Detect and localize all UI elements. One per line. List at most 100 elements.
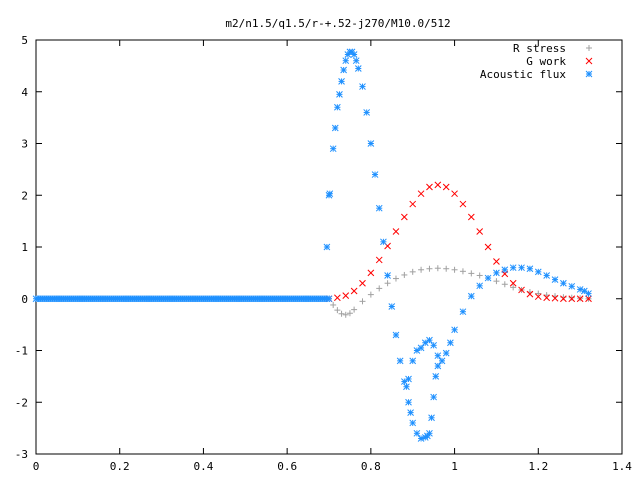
- acoustic-flux-point-59: [409, 419, 417, 427]
- g-work-point-14: [442, 183, 450, 191]
- axis-ticks: 0 0.2 0.4 0.6 0.8 1 1.2 1.4 -3 -2 -1 0 1 2 3 4 5: [15, 34, 633, 473]
- acoustic-flux-point-37: [442, 349, 450, 357]
- acoustic-flux-point-29: [409, 357, 417, 365]
- r-stress-point-21: [476, 272, 483, 279]
- g-work-point-30: [576, 295, 584, 303]
- acoustic-flux-point-44: [493, 269, 500, 277]
- x-tick-label-7: 1.4: [612, 460, 632, 473]
- g-work-point-25: [534, 293, 542, 301]
- x-tick-label-5: 1: [451, 460, 458, 473]
- x-tick-label-1: 0.2: [110, 460, 130, 473]
- series-acoustic-flux-baseline: [32, 295, 333, 303]
- acoustic-flux-point-60: [413, 429, 421, 437]
- acoustic-flux-point-22: [384, 272, 391, 279]
- acoustic-flux-point-64: [426, 429, 433, 437]
- acoustic-flux-point-42: [476, 282, 484, 290]
- r-stress-point-25: [510, 284, 517, 291]
- acoustic-flux-point-41: [467, 292, 475, 300]
- acoustic-flux-point-7: [338, 78, 345, 85]
- g-work-point-16: [459, 200, 467, 208]
- r-stress-point-17: [443, 265, 450, 272]
- x-tick-label-2: 0.4: [193, 460, 213, 473]
- g-work-point-24: [526, 290, 534, 298]
- acoustic-flux-point-36: [438, 357, 446, 365]
- y-tick-label-8: 5: [21, 34, 28, 47]
- r-stress-point-32: [568, 294, 575, 301]
- acoustic-flux-point-58: [407, 409, 414, 416]
- acoustic-flux-point-4: [331, 124, 339, 132]
- acoustic-flux-point-67: [432, 373, 440, 380]
- acoustic-flux-point-55: [580, 287, 588, 295]
- r-stress-point-12: [401, 271, 408, 278]
- acoustic-flux-point-16: [359, 83, 366, 90]
- x-tick-label-3: 0.6: [277, 460, 297, 473]
- acoustic-flux-point-40: [459, 308, 467, 316]
- g-work-point-15: [451, 190, 458, 198]
- acoustic-flux-point-49: [534, 268, 542, 276]
- chart-title: m2/n1.5/q1.5/r-+.52-j270/M10.0/512: [225, 17, 450, 30]
- x-tick-label-4: 0.8: [361, 460, 381, 473]
- acoustic-flux-point-65: [428, 414, 435, 422]
- acoustic-flux-point-45: [501, 266, 509, 274]
- r-stress-point-20: [468, 270, 475, 277]
- g-work-point-27: [551, 294, 559, 302]
- r-stress-point-2: [334, 307, 341, 314]
- acoustic-flux-point-52: [560, 279, 567, 287]
- g-work-point-3: [350, 287, 358, 295]
- r-stress-point-24: [501, 281, 508, 288]
- g-work-point-31: [585, 295, 592, 303]
- acoustic-flux-point-19: [371, 171, 379, 178]
- g-work-point-6: [375, 256, 383, 264]
- g-work-point-10: [409, 200, 417, 208]
- acoustic-flux-point-68: [434, 362, 442, 370]
- series-r-stress: [326, 265, 592, 318]
- acoustic-flux-point-31: [417, 344, 425, 352]
- acoustic-flux-point-17: [363, 109, 371, 116]
- acoustic-flux-point-18: [367, 140, 375, 147]
- r-stress-point-4: [342, 311, 349, 318]
- acoustic-flux-point-26: [400, 378, 408, 385]
- g-work-point-12: [426, 183, 433, 191]
- r-stress-point-19: [459, 268, 466, 275]
- legend-marker-acoustic-flux: [585, 70, 593, 78]
- legend-label-acoustic-flux: Acoustic flux: [480, 68, 566, 81]
- acoustic-flux-point-25: [396, 357, 404, 365]
- acoustic-flux-point-21: [380, 238, 387, 246]
- g-work-point-22: [509, 279, 517, 287]
- acoustic-flux-point-43: [484, 274, 492, 282]
- y-tick-label-4: 1: [21, 241, 28, 254]
- acoustic-flux-point-56: [585, 290, 592, 297]
- acoustic-flux-point-46: [509, 264, 517, 272]
- acoustic-flux-point-66: [430, 393, 437, 401]
- acoustic-flux-point-6: [336, 90, 343, 98]
- y-tick-label-5: 2: [21, 189, 28, 202]
- g-work-point-11: [417, 190, 425, 198]
- r-stress-point-8: [367, 291, 374, 298]
- y-tick-label-2: -1: [15, 345, 28, 358]
- r-stress-point-14: [418, 266, 425, 273]
- acoustic-flux-point-20: [375, 204, 383, 212]
- acoustic-flux-point-57: [405, 398, 412, 406]
- legend-marker-r-stress: [586, 45, 592, 51]
- acoustic-flux-point-9: [342, 57, 350, 65]
- acoustic-flux-point-38: [447, 339, 454, 347]
- acoustic-flux-point-27: [403, 383, 410, 391]
- r-stress-point-16: [434, 265, 441, 272]
- series-g-work: [325, 181, 592, 303]
- acoustic-flux-point-33: [426, 336, 433, 344]
- r-stress-point-13: [409, 268, 416, 275]
- g-work-point-4: [359, 279, 366, 287]
- acoustic-flux-point-61: [417, 435, 425, 442]
- acoustic-flux-point-51: [551, 276, 559, 283]
- acoustic-flux-point-23: [388, 303, 396, 310]
- acoustic-flux-point-13: [350, 51, 358, 58]
- legend-label-r-stress: R stress: [513, 42, 566, 55]
- acoustic-flux-baseline-point-140: [325, 295, 333, 303]
- g-work-point-26: [543, 294, 551, 302]
- g-work-point-17: [467, 213, 475, 221]
- r-stress-point-18: [451, 266, 458, 273]
- g-work-point-13: [434, 181, 442, 189]
